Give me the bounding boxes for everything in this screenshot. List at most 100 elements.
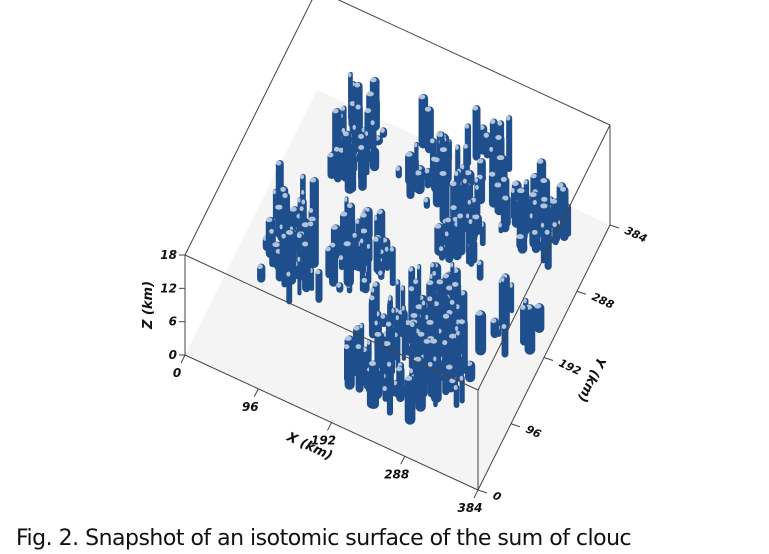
cloud-highlight <box>413 279 418 284</box>
cloud-highlight <box>451 205 457 210</box>
y-tick <box>544 358 553 361</box>
cloud-highlight <box>364 108 371 113</box>
cloud-highlight <box>344 197 347 202</box>
cloud-highlight <box>341 106 345 111</box>
cloud-column <box>560 186 569 241</box>
cloud-highlight <box>445 231 449 236</box>
cloud-highlight <box>506 116 510 121</box>
cloud-highlight <box>436 279 443 284</box>
cloud-highlight <box>503 196 508 201</box>
cloud-highlight <box>424 197 428 202</box>
cloud-highlight <box>409 286 414 291</box>
cloud-highlight <box>273 189 276 194</box>
y-tick <box>577 291 586 294</box>
cloud-column <box>343 131 351 180</box>
cloud-highlight <box>489 147 493 152</box>
cloud-highlight <box>308 221 313 226</box>
cloud-highlight <box>430 138 435 143</box>
cloud-highlight <box>445 218 451 223</box>
cloud-highlight <box>374 332 381 337</box>
cloud-highlight <box>282 193 287 198</box>
cloud-highlight <box>425 107 431 112</box>
cloud-highlight <box>358 145 364 150</box>
cloud-highlight <box>428 362 433 367</box>
cloud-highlight <box>374 321 377 326</box>
cloud-highlight <box>446 285 453 290</box>
cloud-highlight <box>463 179 467 184</box>
cloud-highlight <box>433 157 440 162</box>
cloud-highlight <box>530 173 536 178</box>
cloud-highlight <box>418 332 425 337</box>
cloud-highlight <box>309 208 314 213</box>
cloud-highlight <box>461 164 464 169</box>
x-tick <box>401 456 405 464</box>
cloud-highlight <box>340 212 347 217</box>
cloud-highlight <box>344 241 351 246</box>
cloud-highlight <box>425 168 430 173</box>
cloud-highlight <box>426 320 433 325</box>
cloud-highlight <box>541 197 547 202</box>
cloud-highlight <box>465 124 469 129</box>
cloud-highlight <box>374 216 377 221</box>
cloud-highlight <box>275 205 283 210</box>
cloud-highlight <box>484 133 489 138</box>
cloud-highlight <box>396 366 402 371</box>
cloud-highlight <box>409 368 413 373</box>
cloud-highlight <box>439 132 442 137</box>
cloud-highlight <box>455 145 459 150</box>
cloud-highlight <box>396 280 399 285</box>
cloud-highlight <box>352 233 356 238</box>
cloud-highlight <box>396 166 400 171</box>
cloud-highlight <box>469 219 473 224</box>
cloud-highlight <box>280 187 286 192</box>
cloud-highlight <box>369 361 376 366</box>
cloud-highlight <box>427 296 432 301</box>
cloud-highlight <box>414 142 417 147</box>
cloud-highlight <box>385 247 389 252</box>
cloud-highlight <box>552 222 557 227</box>
cloud-highlight <box>300 206 304 211</box>
cloud-highlight <box>520 305 525 310</box>
x-tick-label: 96 <box>242 400 259 414</box>
cloud-highlight <box>537 159 544 164</box>
cloud-highlight <box>276 160 282 165</box>
cloud-highlight <box>300 174 304 179</box>
cloud-highlight <box>433 356 436 361</box>
cloud-highlight <box>495 135 501 140</box>
cloud-column <box>390 246 396 286</box>
cloud-highlight <box>497 155 505 160</box>
cloud-column <box>520 304 528 345</box>
cloud-highlight <box>440 171 447 176</box>
cloud-highlight <box>391 308 394 313</box>
cloud-highlight <box>402 306 405 311</box>
cloud-highlight <box>434 224 441 229</box>
cloud-highlight <box>456 331 460 336</box>
cloud-highlight <box>343 131 349 136</box>
cloud-highlight <box>426 280 433 285</box>
cloud-highlight <box>382 386 387 391</box>
cloud-highlight <box>450 181 456 186</box>
cloud-highlight <box>443 314 449 319</box>
cloud-highlight <box>517 188 524 193</box>
z-axis-label: Z (km) <box>141 281 156 330</box>
cloud-highlight <box>371 120 375 125</box>
cloud-highlight <box>257 264 263 269</box>
z-tick-label: 18 <box>160 248 177 262</box>
cloud-highlight <box>463 144 468 149</box>
cloud-highlight <box>336 283 341 288</box>
cloud-highlight <box>450 262 453 267</box>
z-tick-label: 12 <box>160 281 177 295</box>
cloud-highlight <box>524 180 528 185</box>
cloud-highlight <box>499 223 502 228</box>
cloud-highlight <box>459 319 465 324</box>
cloud-highlight <box>332 108 338 113</box>
cloud-highlight <box>386 322 391 327</box>
cloud-highlight <box>410 322 415 327</box>
cloud-highlight <box>356 344 362 349</box>
y-tick <box>511 424 520 427</box>
cloud-highlight <box>344 344 349 349</box>
cloud-highlight <box>512 181 519 186</box>
y-tick-label: 0 <box>491 489 504 504</box>
cloud-highlight <box>475 185 479 190</box>
cloud-column <box>358 144 367 190</box>
